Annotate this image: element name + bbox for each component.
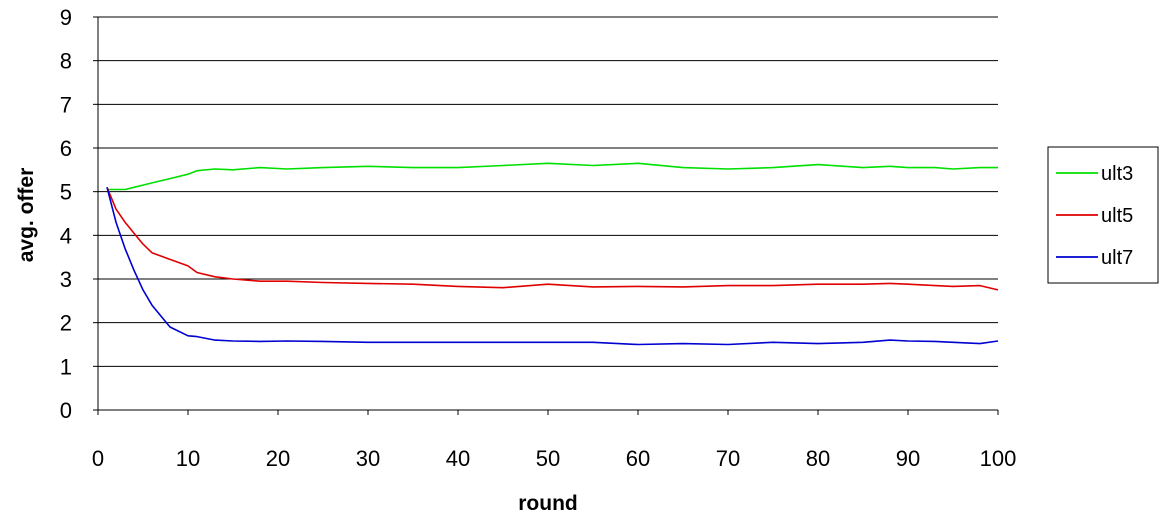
x-tick-label-70: 70 [716, 446, 740, 471]
x-tick-label-10: 10 [176, 446, 200, 471]
y-tick-label-0: 0 [60, 398, 72, 423]
x-tick-labels: 0 10 20 30 40 50 60 70 80 90 100 [92, 410, 1016, 471]
x-tick-label-100: 100 [980, 446, 1017, 471]
y-axis-title: avg. offer [15, 168, 38, 263]
y-tick-label-2: 2 [60, 311, 72, 336]
legend-label-ult5: ult5 [1101, 205, 1133, 227]
x-tick-label-80: 80 [806, 446, 830, 471]
x-tick-label-90: 90 [896, 446, 920, 471]
x-tick-label-0: 0 [92, 446, 104, 471]
y-tick-label-5: 5 [60, 180, 72, 205]
y-tick-label-7: 7 [60, 92, 72, 117]
legend-label-ult7: ult7 [1101, 247, 1133, 269]
series-line-ult5 [106, 186, 999, 291]
legend: ult3 ult5 ult7 [1047, 146, 1159, 284]
y-tick-labels: 0 1 2 3 4 5 6 7 8 9 [60, 5, 98, 423]
series-lines [106, 162, 999, 346]
legend-label-ult3: ult3 [1101, 163, 1133, 185]
gridlines [98, 16, 998, 367]
x-tick-label-30: 30 [356, 446, 380, 471]
y-tick-label-3: 3 [60, 267, 72, 292]
y-tick-label-4: 4 [60, 223, 72, 248]
axes [97, 17, 998, 411]
series-line-ult3 [107, 162, 998, 191]
x-axis-title: round [518, 492, 577, 515]
y-tick-label-1: 1 [60, 354, 72, 379]
y-tick-label-9: 9 [60, 5, 72, 30]
legend-items: ult3 ult5 ult7 [1056, 163, 1133, 269]
x-tick-label-40: 40 [446, 446, 470, 471]
x-tick-label-20: 20 [266, 446, 290, 471]
y-tick-label-6: 6 [60, 136, 72, 161]
x-tick-label-50: 50 [536, 446, 560, 471]
y-tick-label-8: 8 [60, 49, 72, 74]
series-line-ult7 [106, 187, 999, 346]
x-tick-label-60: 60 [626, 446, 650, 471]
